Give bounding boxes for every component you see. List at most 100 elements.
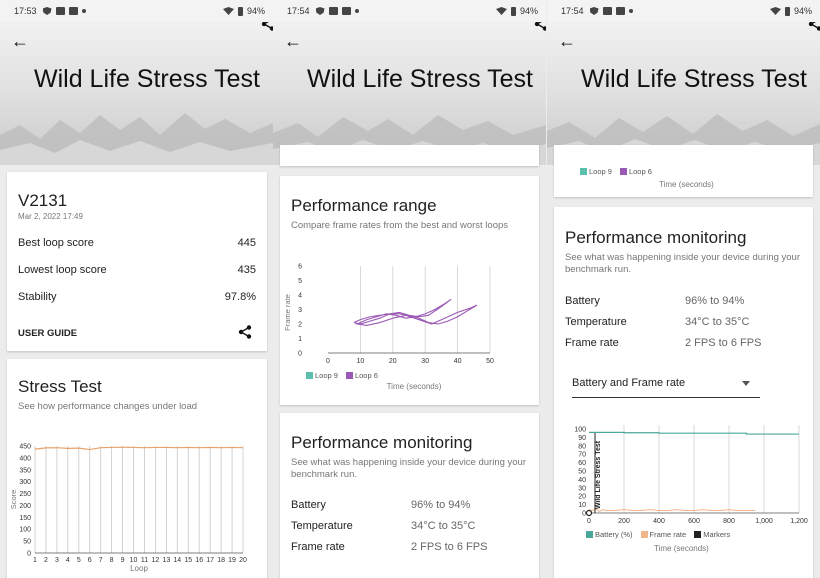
legend-item: Battery (%): [586, 530, 633, 539]
y-tick-label: 4: [298, 293, 302, 300]
x-tick-label: 11: [141, 557, 148, 564]
status-time: 17:53: [14, 6, 37, 16]
battery-row: Battery 96% to 94%: [291, 499, 470, 511]
y-tick-label: 20: [578, 494, 586, 501]
marker-point: [585, 509, 593, 517]
row-value: 2 FPS to 6 FPS: [685, 337, 762, 349]
page-title: Wild Life Stress Test: [581, 65, 808, 93]
select-value: Battery and Frame rate: [572, 377, 686, 389]
screen-panel-1: 17:53 94% ← Wild Life Stress Test V2131 …: [0, 0, 273, 578]
shield-icon: [589, 7, 599, 15]
x-tick-label: 8: [110, 557, 114, 564]
page-title: Wild Life Stress Test: [307, 65, 534, 93]
row-value: 445: [237, 237, 256, 249]
y-tick-label: 100: [574, 427, 586, 434]
y-tick-label: 100: [19, 527, 31, 534]
battery-row: Battery 96% to 94%: [565, 295, 744, 307]
row-value: 34°C to 35°C: [685, 316, 750, 328]
status-bar: 17:54 94%: [273, 0, 546, 22]
x-tick-label: 2: [44, 557, 48, 564]
score-line: [34, 446, 244, 451]
y-tick-label: 400: [19, 455, 31, 462]
x-axis-label: Time (seconds): [659, 180, 714, 189]
y-tick-label: 50: [578, 469, 586, 476]
row-label: Lowest loop score: [18, 264, 107, 276]
landscape-artwork: [0, 113, 273, 165]
x-axis-label: Time (seconds): [654, 544, 709, 553]
card-title: Performance range: [291, 196, 437, 215]
status-battery: 94%: [793, 6, 812, 16]
y-tick-label: 200: [19, 503, 31, 510]
chevron-down-icon: [742, 381, 750, 386]
legend-item: Loop 6: [619, 167, 652, 176]
y-tick-label: 350: [19, 467, 31, 474]
x-tick-label: 9: [121, 557, 125, 564]
card-subtitle: See what was happening inside your devic…: [565, 252, 801, 275]
monitoring-chart: 0 200 400 600 800 1,000 1,20001020304050607080…: [574, 425, 808, 525]
loop6-line: [353, 298, 478, 327]
legend-label: Battery (%): [595, 530, 633, 539]
range-legend: Loop 9 Loop 6: [580, 167, 652, 176]
y-tick-label: 5: [298, 278, 302, 285]
performance-range-card: Performance range Compare frame rates fr…: [280, 176, 539, 405]
y-tick-label: 40: [578, 477, 586, 484]
legend-label: Markers: [703, 530, 731, 539]
mail-icon: [55, 7, 65, 15]
dot-icon: [628, 9, 633, 13]
x-tick-label: 1,000: [755, 518, 773, 525]
x-tick-label: 13: [162, 557, 170, 564]
y-tick-label: 6: [298, 264, 302, 271]
performance-monitoring-card: Performance monitoring See what was happ…: [554, 207, 813, 578]
wifi-icon: [769, 7, 781, 15]
temperature-row: Temperature 34°C to 35°C: [565, 316, 749, 328]
card-subtitle: See what was happening inside your devic…: [291, 457, 527, 480]
card-title: Stress Test: [18, 377, 102, 396]
y-axis-label: Frame rate: [283, 294, 292, 331]
row-value: 96% to 94%: [685, 295, 745, 307]
mail-icon: [602, 7, 612, 15]
user-guide-link[interactable]: USER GUIDE: [18, 328, 78, 339]
header-hero: ← Wild Life Stress Test: [0, 22, 273, 165]
x-tick-label: 6: [88, 557, 92, 564]
card-subtitle: Compare frame rates from the best and wo…: [291, 220, 509, 231]
summary-card: V2131 Mar 2, 2022 17:49 Best loop score 4…: [7, 172, 267, 351]
back-arrow-icon[interactable]: ←: [284, 31, 302, 51]
x-tick-label: 16: [195, 557, 203, 564]
status-battery: 94%: [246, 6, 265, 16]
x-tick-label: 800: [723, 518, 735, 525]
back-arrow-icon[interactable]: ←: [11, 31, 29, 51]
shield-icon: [42, 7, 52, 15]
range-chart: 0 10 20 30 40 50 0 1 2 3 4 5 6 Frame rate Time (second…: [283, 264, 494, 392]
legend-item: Frame rate: [640, 530, 687, 539]
x-tick-label: 18: [217, 557, 225, 564]
row-label: Frame rate: [291, 541, 345, 553]
share-icon[interactable]: [238, 325, 252, 344]
x-tick-label: 1,200: [790, 518, 808, 525]
x-tick-label: 5: [77, 557, 81, 564]
range-card-bottom: Loop 9 Loop 6 Time (seconds): [554, 145, 813, 197]
legend-label: Frame rate: [649, 530, 687, 539]
framerate-line: [588, 508, 756, 512]
mail-icon: [615, 7, 625, 15]
x-tick-label: 400: [653, 518, 665, 525]
x-tick-label: 30: [421, 358, 429, 365]
run-date: Mar 2, 2022 17:49: [18, 212, 83, 221]
chart-type-select[interactable]: Battery and Frame rate: [572, 373, 760, 398]
battery-line: [589, 431, 799, 435]
x-tick-label: 20: [389, 358, 397, 365]
legend-item: Loop 9: [580, 167, 612, 176]
lowest-loop-row: Lowest loop score 435: [18, 264, 256, 276]
header-hero: ← Wild Life Stress Test: [273, 22, 546, 165]
y-tick-label: 70: [578, 452, 586, 459]
battery-icon: [510, 6, 516, 16]
row-value: 97.8%: [224, 291, 256, 303]
status-bar: 17:54 94%: [547, 0, 820, 22]
stress-test-card: Stress Test See how performance changes …: [7, 359, 267, 578]
x-tick-label: 19: [228, 557, 236, 564]
x-axis-label: Time (seconds): [387, 382, 442, 391]
x-tick-label: 10: [357, 358, 365, 365]
back-arrow-icon[interactable]: ←: [558, 31, 576, 51]
card-subtitle: See how performance changes under load: [18, 401, 198, 412]
status-battery: 94%: [519, 6, 538, 16]
